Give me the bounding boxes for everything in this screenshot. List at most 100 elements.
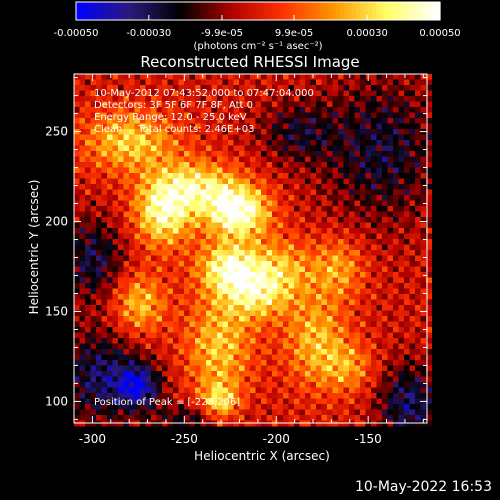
heatmap-pixel: [195, 233, 201, 240]
heatmap-pixel: [277, 354, 284, 361]
heatmap-pixel: [90, 393, 97, 399]
heatmap-pixel: [255, 250, 262, 256]
heatmap-pixel: [266, 376, 273, 383]
heatmap-pixel: [228, 151, 234, 157]
heatmap-pixel: [382, 387, 388, 394]
heatmap-pixel: [222, 200, 229, 207]
heatmap-pixel: [195, 316, 201, 322]
heatmap-pixel: [283, 129, 289, 135]
heatmap-pixel: [244, 189, 251, 196]
heatmap-pixel: [167, 255, 174, 262]
heatmap-pixel: [129, 189, 135, 196]
heatmap-pixel: [112, 101, 119, 108]
heatmap-pixel: [354, 255, 361, 262]
heatmap-pixel: [420, 222, 427, 229]
heatmap-pixel: [415, 211, 421, 218]
heatmap-pixel: [200, 145, 207, 152]
heatmap-pixel: [354, 217, 361, 223]
heatmap-pixel: [167, 107, 174, 113]
heatmap-pixel: [310, 382, 317, 388]
heatmap-pixel: [228, 332, 234, 339]
heatmap-pixel: [162, 184, 168, 190]
heatmap-pixel: [371, 299, 377, 306]
heatmap-pixel: [145, 283, 152, 289]
heatmap-pixel: [134, 409, 141, 416]
heatmap-pixel: [244, 365, 251, 372]
heatmap-pixel: [90, 195, 97, 201]
heatmap-pixel: [288, 173, 295, 179]
heatmap-pixel: [398, 206, 405, 212]
heatmap-pixel: [382, 266, 388, 273]
heatmap-pixel: [145, 360, 152, 366]
heatmap-pixel: [233, 217, 240, 223]
heatmap-pixel: [360, 101, 366, 108]
heatmap-pixel: [189, 162, 196, 168]
heatmap-pixel: [96, 360, 102, 366]
heatmap-pixel: [310, 250, 317, 256]
heatmap-pixel: [195, 228, 201, 234]
heatmap-pixel: [173, 233, 179, 240]
heatmap-pixel: [101, 360, 108, 366]
heatmap-pixel: [349, 145, 355, 152]
heatmap-pixel: [173, 228, 179, 234]
heatmap-pixel: [321, 101, 328, 108]
heatmap-pixel: [195, 118, 201, 124]
heatmap-pixel: [107, 211, 113, 218]
heatmap-pixel: [85, 288, 91, 295]
heatmap-pixel: [261, 250, 267, 256]
heatmap-pixel: [189, 195, 196, 201]
heatmap-pixel: [211, 74, 218, 80]
heatmap-pixel: [107, 118, 113, 124]
heatmap-pixel: [222, 217, 229, 223]
heatmap-pixel: [118, 404, 124, 410]
heatmap-pixel: [90, 118, 97, 124]
heatmap-pixel: [365, 349, 372, 355]
heatmap-pixel: [343, 145, 350, 152]
heatmap-pixel: [129, 376, 135, 383]
heatmap-pixel: [239, 96, 245, 102]
heatmap-pixel: [354, 343, 361, 350]
heatmap-pixel: [145, 332, 152, 339]
heatmap-pixel: [206, 250, 212, 256]
heatmap-pixel: [404, 195, 410, 201]
heatmap-pixel: [277, 310, 284, 317]
heatmap-pixel: [244, 349, 251, 355]
heatmap-pixel: [222, 233, 229, 240]
heatmap-pixel: [305, 272, 311, 278]
heatmap-pixel: [96, 261, 102, 267]
heatmap-pixel: [393, 162, 399, 168]
heatmap-pixel: [387, 310, 394, 317]
heatmap-pixel: [321, 145, 328, 152]
heatmap-pixel: [316, 184, 322, 190]
heatmap-pixel: [288, 200, 295, 207]
heatmap-pixel: [228, 310, 234, 317]
heatmap-pixel: [200, 85, 207, 91]
heatmap-pixel: [101, 244, 108, 251]
heatmap-pixel: [118, 387, 124, 394]
heatmap-pixel: [140, 393, 146, 399]
heatmap-pixel: [233, 393, 240, 399]
heatmap-pixel: [200, 123, 207, 130]
heatmap-pixel: [343, 206, 350, 212]
heatmap-pixel: [277, 228, 284, 234]
heatmap-pixel: [415, 310, 421, 317]
heatmap-pixel: [409, 222, 416, 229]
heatmap-pixel: [349, 239, 355, 245]
heatmap-pixel: [189, 222, 196, 229]
heatmap-pixel: [310, 195, 317, 201]
heatmap-pixel: [343, 338, 350, 344]
heatmap-pixel: [415, 266, 421, 273]
heatmap-pixel: [85, 112, 91, 119]
heatmap-pixel: [360, 222, 366, 229]
heatmap-pixel: [162, 244, 168, 251]
heatmap-pixel: [74, 382, 80, 388]
heatmap-pixel: [101, 288, 108, 295]
heatmap-pixel: [156, 255, 163, 262]
heatmap-pixel: [162, 107, 168, 113]
heatmap-pixel: [310, 162, 317, 168]
heatmap-pixel: [266, 211, 273, 218]
heatmap-pixel: [112, 398, 119, 405]
heatmap-pixel: [96, 118, 102, 124]
heatmap-pixel: [398, 338, 405, 344]
heatmap-pixel: [156, 376, 163, 383]
